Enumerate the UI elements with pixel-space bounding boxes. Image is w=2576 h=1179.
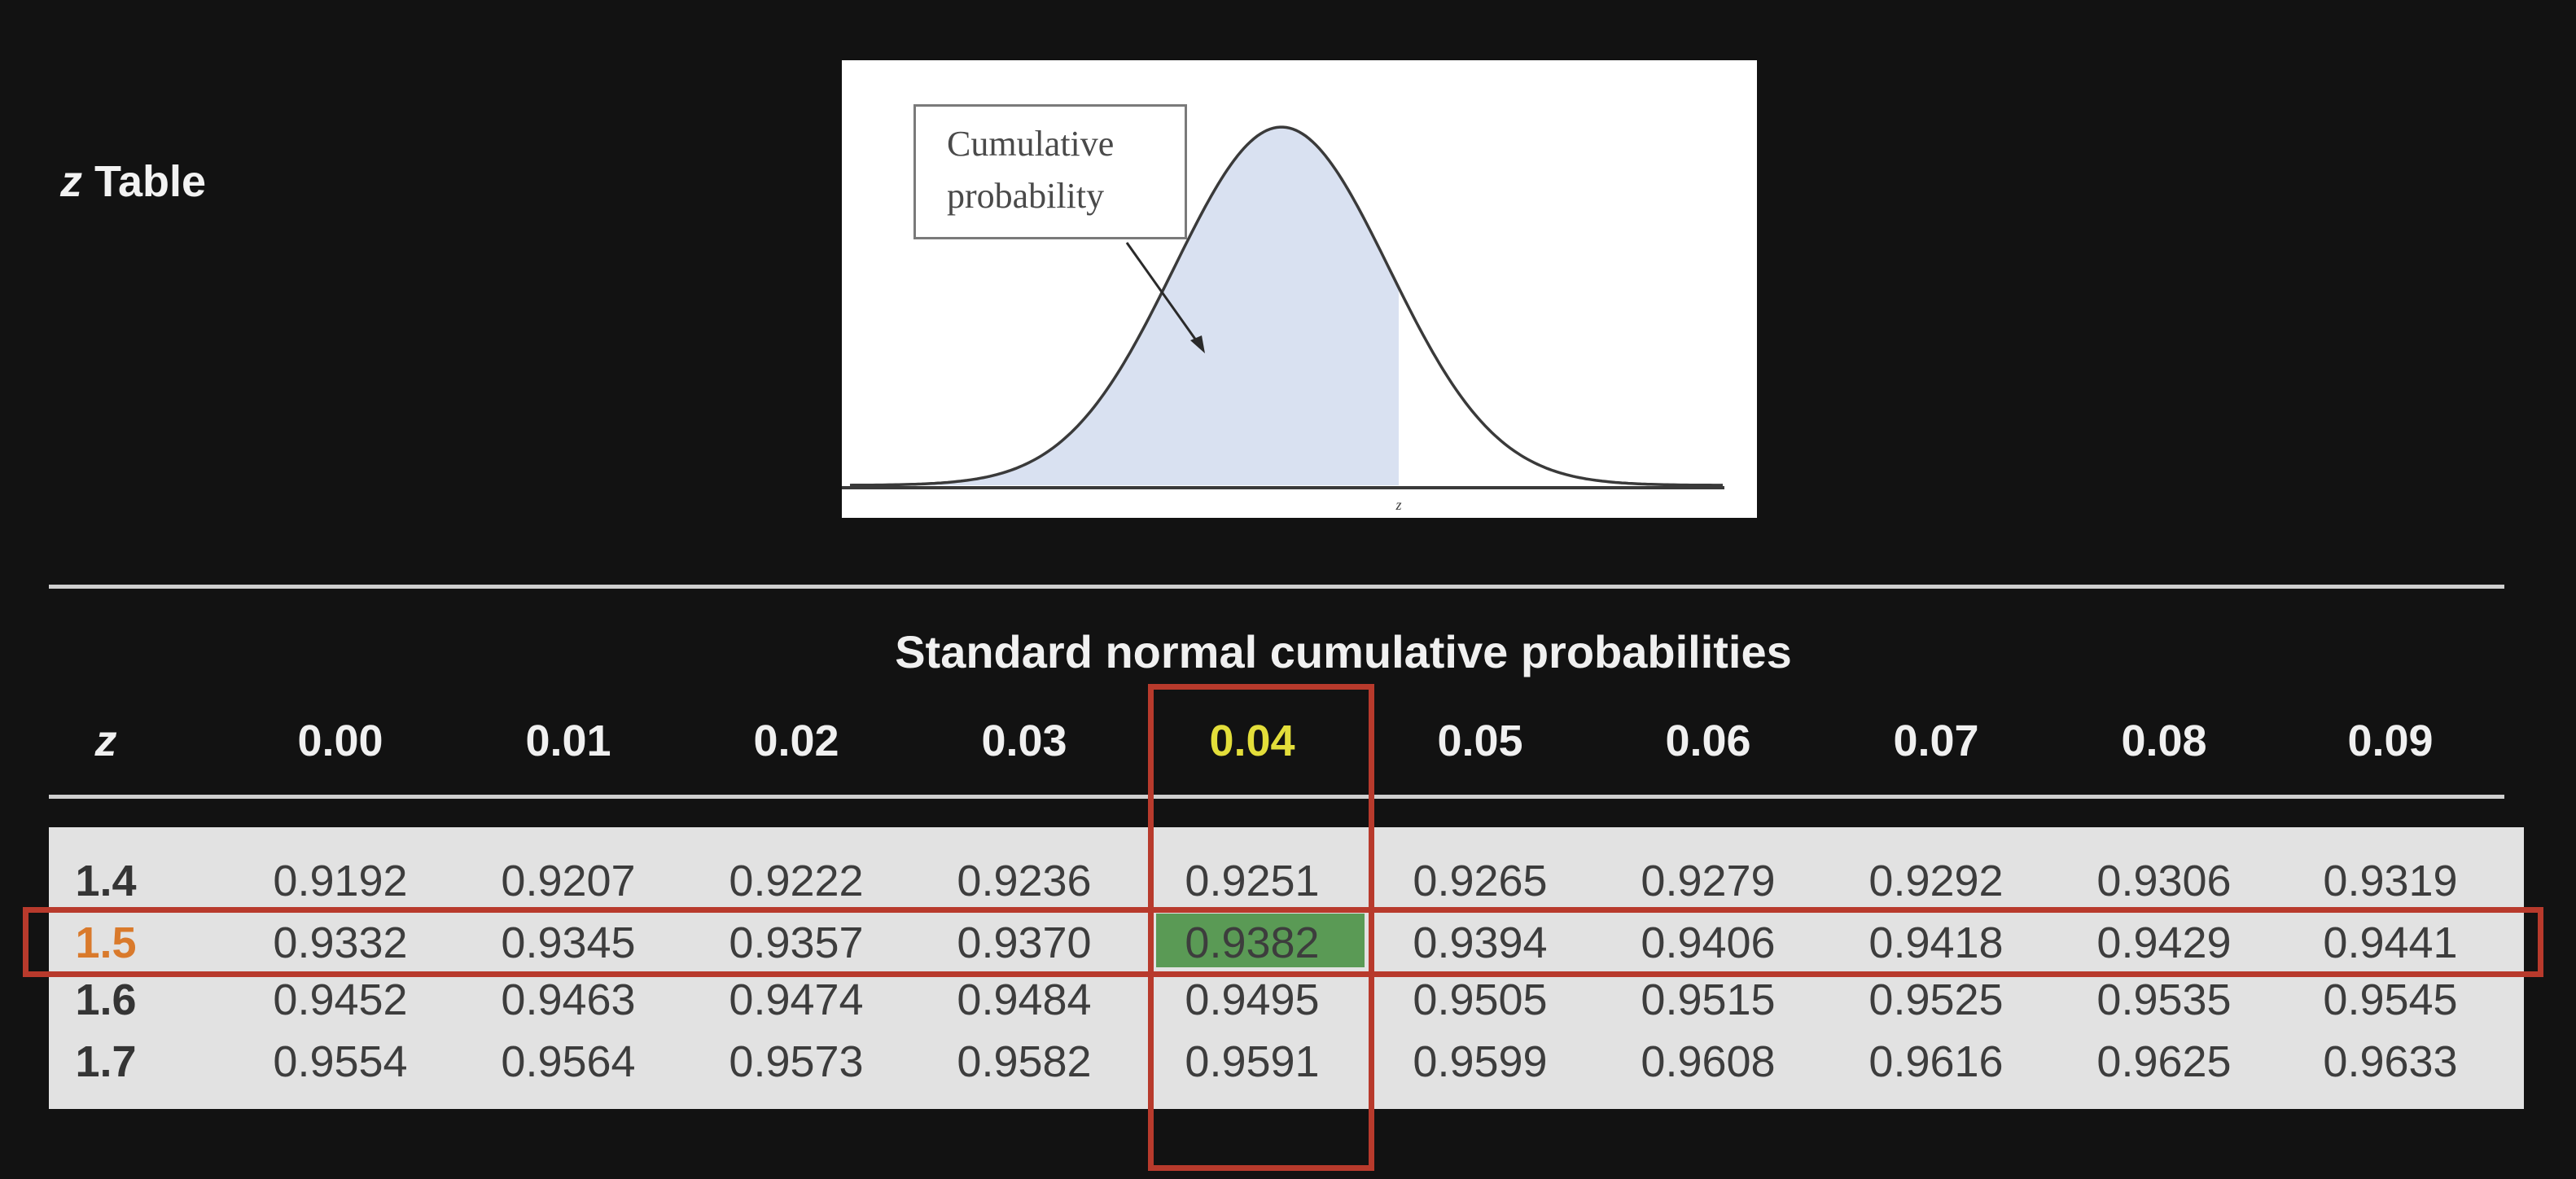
table-cell: 0.9582 <box>957 1037 1092 1086</box>
table-cell: 0.9625 <box>2096 1037 2232 1086</box>
table-cell: 0.9495 <box>1185 975 1320 1024</box>
column-header: 0.04 <box>1209 717 1295 765</box>
row-highlight-frame <box>23 907 2543 977</box>
row-label: 1.7 <box>75 1037 137 1086</box>
column-header: 0.00 <box>297 717 383 765</box>
table-row: 1.5 0.9332 0.9345 0.9357 0.9370 0.9382 0.9394 0… <box>0 912 2576 974</box>
column-highlight-frame <box>1148 684 1374 1171</box>
normal-curve-svg: z <box>842 125 1724 513</box>
table-cell: 0.9515 <box>1641 975 1776 1024</box>
table-cell: 0.9463 <box>501 975 636 1024</box>
table-cell: 0.9525 <box>1868 975 2004 1024</box>
table-cell: 0.9345 <box>501 918 636 967</box>
table-top-rule <box>49 585 2504 589</box>
column-header: 0.09 <box>2347 717 2434 765</box>
table-cell: 0.9608 <box>1641 1037 1776 1086</box>
table-cell: 0.9633 <box>2323 1037 2458 1086</box>
table-cell: 0.9441 <box>2323 918 2458 967</box>
table-caption: Standard normal cumulative probabilities <box>895 626 1792 677</box>
table-cell: 0.9545 <box>2323 975 2458 1024</box>
table-cell: 0.9484 <box>957 975 1092 1024</box>
pointer-arrowhead <box>1190 335 1205 353</box>
table-cell: 0.9418 <box>1868 918 2004 967</box>
selected-cell-highlight <box>1156 914 1365 967</box>
column-header: 0.08 <box>2121 717 2207 765</box>
callout-line-2: probability <box>947 176 1105 216</box>
table-cell: 0.9192 <box>273 857 408 905</box>
table-cell: 0.9306 <box>2096 857 2232 905</box>
column-header-z: z <box>94 717 117 765</box>
column-header: 0.01 <box>525 717 611 765</box>
table-cell: 0.9406 <box>1641 918 1776 967</box>
table-header-row: z 0.00 0.01 0.02 0.03 0.04 0.05 0.06 0.07 0.08 0.0… <box>0 710 2576 772</box>
column-header: 0.03 <box>981 717 1067 765</box>
column-header: 0.02 <box>753 717 839 765</box>
table-row: 1.7 0.9554 0.9564 0.9573 0.9582 0.9591 0.9599 0… <box>0 1031 2576 1093</box>
row-label: 1.5 <box>75 918 137 967</box>
table-cell: 0.9591 <box>1185 1037 1320 1086</box>
table-cell: 0.9564 <box>501 1037 636 1086</box>
table-cell: 0.9279 <box>1641 857 1776 905</box>
table-cell: 0.9319 <box>2323 857 2458 905</box>
table-cell: 0.9357 <box>729 918 864 967</box>
table-cell: 0.9382 <box>1185 918 1320 967</box>
title-z: z <box>60 157 82 206</box>
table-cell: 0.9207 <box>501 857 636 905</box>
normal-curve <box>849 125 1723 487</box>
table-cell: 0.9265 <box>1413 857 1548 905</box>
title-text: Table <box>94 157 207 206</box>
table-cell: 0.9616 <box>1868 1037 2004 1086</box>
table-cell: 0.9474 <box>729 975 864 1024</box>
callout-line-1: Cumulative <box>947 124 1115 164</box>
callout-pointer <box>1125 242 1200 344</box>
table-cell: 0.9573 <box>729 1037 864 1086</box>
table-header-rule <box>49 795 2504 799</box>
table-cell: 0.9394 <box>1413 918 1548 967</box>
table-cell: 0.9452 <box>273 975 408 1024</box>
column-header: 0.06 <box>1665 717 1751 765</box>
table-cell: 0.9429 <box>2096 918 2232 967</box>
normal-curve-figure: z Cumulative probability <box>842 60 1757 518</box>
table-cell: 0.9554 <box>273 1037 408 1086</box>
table-cell: 0.9505 <box>1413 975 1548 1024</box>
table-cell: 0.9332 <box>273 918 408 967</box>
table-cell: 0.9370 <box>957 918 1092 967</box>
table-row: 1.6 0.9452 0.9463 0.9474 0.9484 0.9495 0.9505 0… <box>0 969 2576 1031</box>
row-label: 1.4 <box>75 857 137 905</box>
table-cell: 0.9599 <box>1413 1037 1548 1086</box>
column-header: 0.05 <box>1437 717 1523 765</box>
table-cell: 0.9292 <box>1868 857 2004 905</box>
axis-z-label: z <box>1395 497 1401 513</box>
table-cell: 0.9222 <box>729 857 864 905</box>
table-cell: 0.9236 <box>957 857 1092 905</box>
table-body-panel <box>49 827 2524 1109</box>
table-cell: 0.9251 <box>1185 857 1320 905</box>
callout-box: Cumulative probability <box>913 104 1187 239</box>
row-label: 1.6 <box>75 975 137 1024</box>
table-cell: 0.9535 <box>2096 975 2232 1024</box>
column-header: 0.07 <box>1893 717 1979 765</box>
slide-title: z Table <box>60 156 206 207</box>
table-row: 1.4 0.9192 0.9207 0.9222 0.9236 0.9251 0.9265 0… <box>0 850 2576 912</box>
cumulative-area <box>850 127 1399 485</box>
